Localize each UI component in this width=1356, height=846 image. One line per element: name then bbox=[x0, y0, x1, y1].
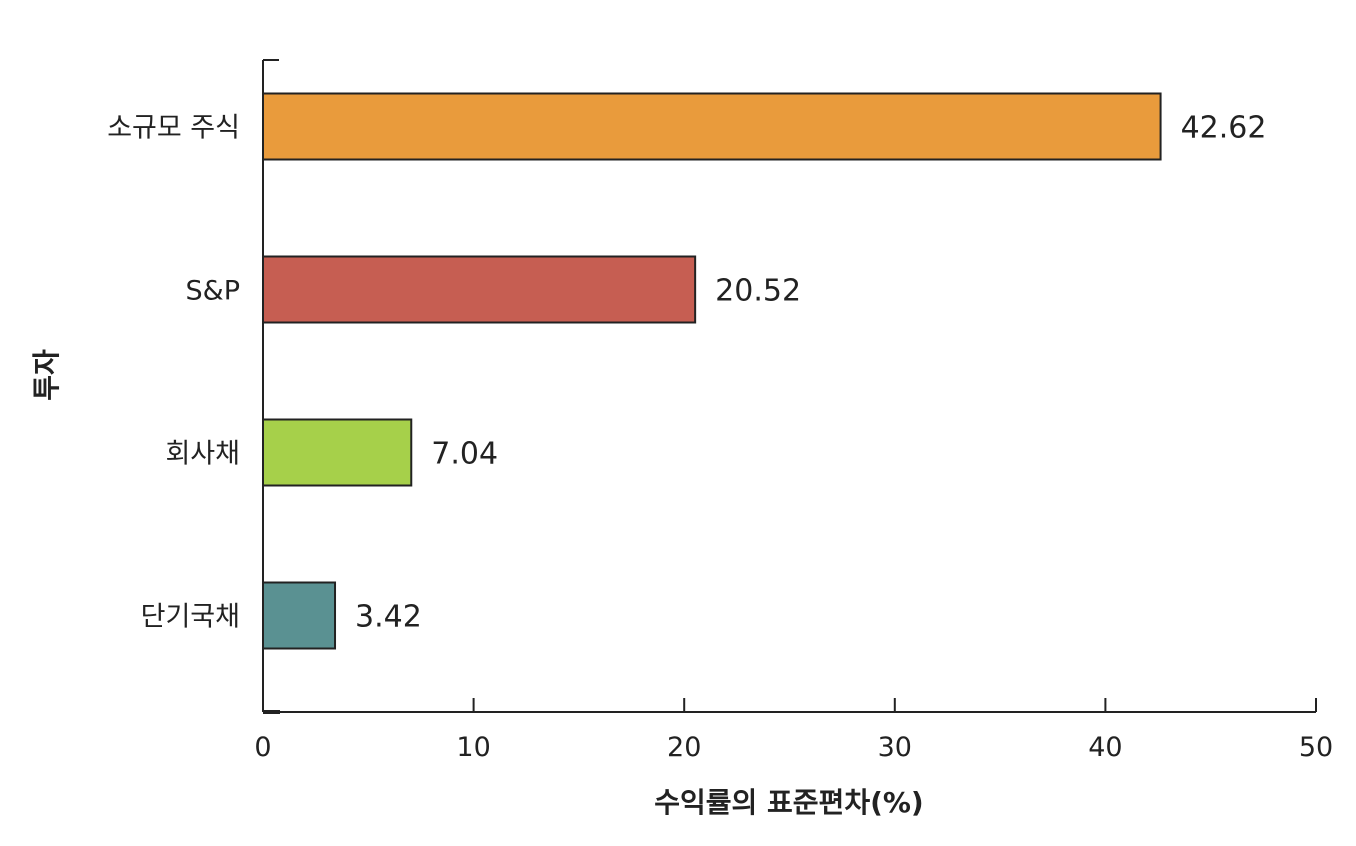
y-axis-title: 투자 bbox=[30, 349, 63, 401]
bar-3 bbox=[262, 581, 337, 650]
bars-group bbox=[262, 92, 1162, 650]
x-tick-label: 10 bbox=[456, 732, 490, 763]
bar-2 bbox=[262, 418, 413, 487]
x-ticks-group: 0 10 20 30 40 50 bbox=[254, 698, 1333, 763]
value-label: 42.62 bbox=[1181, 111, 1267, 146]
x-tick-label: 40 bbox=[1088, 732, 1122, 763]
x-tick-label: 50 bbox=[1299, 732, 1333, 763]
category-label: 단기국채 bbox=[141, 602, 240, 633]
bar-1 bbox=[262, 255, 697, 324]
x-axis-title: 수익률의 표준편차(%) bbox=[654, 786, 923, 819]
value-label: 3.42 bbox=[355, 600, 422, 635]
value-label: 20.52 bbox=[715, 274, 801, 309]
value-labels-group: 42.62 20.52 7.04 3.42 bbox=[355, 111, 1266, 635]
x-tick-label: 30 bbox=[878, 732, 912, 763]
category-label: 회사채 bbox=[165, 439, 240, 470]
category-label: 소규모 주식 bbox=[107, 113, 240, 144]
bar-0 bbox=[262, 92, 1162, 161]
value-label: 7.04 bbox=[431, 437, 498, 472]
x-tick-label: 20 bbox=[667, 732, 701, 763]
axes-group bbox=[262, 59, 1316, 714]
category-label: S&P bbox=[186, 276, 240, 307]
x-tick-label: 0 bbox=[254, 732, 271, 763]
